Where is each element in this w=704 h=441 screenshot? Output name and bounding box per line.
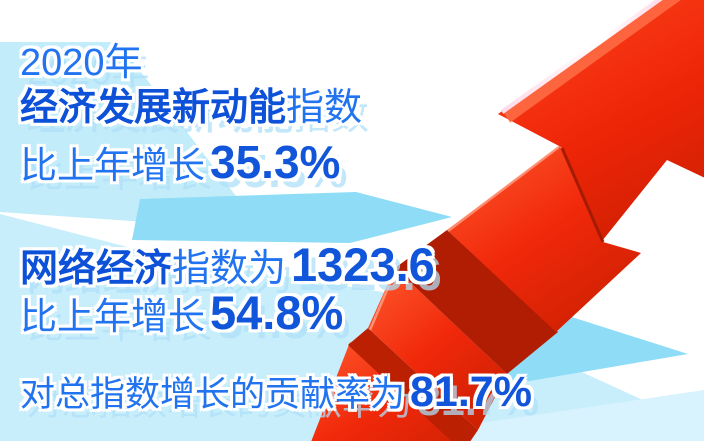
- shaft-edge-highlight: [447, 146, 560, 232]
- fold-highlight-line: [368, 268, 398, 331]
- cyan-dart-middle: [132, 192, 452, 243]
- stat-line-3: 比上年增长 35.3%: [20, 139, 340, 185]
- arrow-shaft-top: [447, 146, 641, 332]
- arrow-head: [498, 0, 704, 241]
- text-segment: 网络经济: [20, 248, 173, 290]
- stat-line-5: 比上年增长 54.8%: [20, 289, 343, 336]
- stat-line-4: 网络经济 指数为 1323.6: [20, 241, 435, 288]
- text-segment: 比上年增长: [20, 296, 205, 337]
- arrow-shaft-bottom: [311, 342, 456, 441]
- cyan-band-top-left: [0, 42, 262, 230]
- head-edge-underlay: [503, 0, 681, 123]
- arrow-fold-lower: [348, 328, 478, 441]
- text-segment: 54.8%: [210, 286, 344, 339]
- text-segment: 比上年增长: [20, 145, 205, 186]
- stat-line-1: 2020年: [20, 44, 143, 82]
- head-shaft-crease: [560, 147, 605, 243]
- text-segment: 经济发展新动能: [20, 87, 287, 129]
- text-segment: 指数: [286, 87, 363, 129]
- text-segment: 指数为: [172, 248, 287, 290]
- stat-line-6: 对总指数增长的贡献率为 81.7%: [20, 371, 532, 414]
- text-segment: 2020年: [20, 42, 143, 84]
- arrow-fold-upper: [395, 230, 558, 374]
- stat-line-2: 经济发展新动能 指数: [20, 89, 362, 127]
- head-edge-highlight: [500, 0, 663, 114]
- text-segment: 81.7%: [410, 368, 532, 416]
- text-segment: 对总指数增长的贡献率为: [20, 375, 406, 414]
- text-segment: 35.3%: [210, 136, 341, 188]
- arrow-shaft-middle: [368, 268, 507, 430]
- text-segment: 1323.6: [291, 238, 435, 291]
- cyan-wash-bottom: [0, 214, 704, 441]
